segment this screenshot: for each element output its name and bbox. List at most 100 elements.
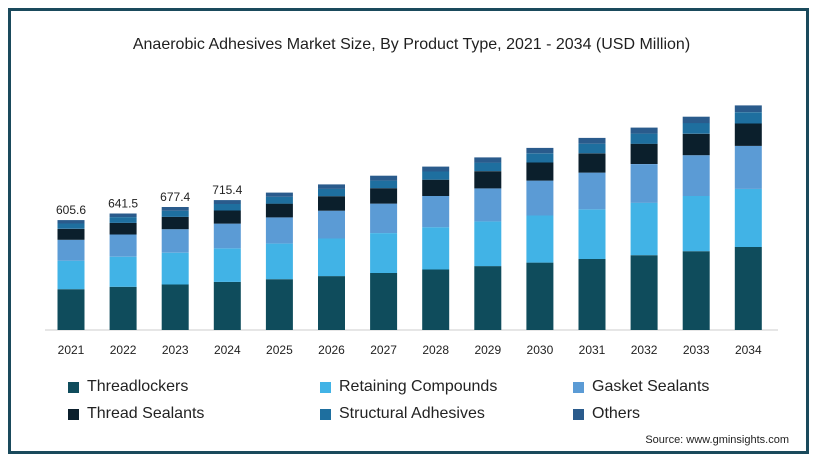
x-tick-label: 2022 xyxy=(110,343,137,357)
bar-structural-adhesives-2028 xyxy=(422,171,450,180)
bar-structural-adhesives-2023 xyxy=(161,210,189,217)
legend-item-thread-sealants: Thread Sealants xyxy=(68,405,204,423)
legend-swatch xyxy=(573,381,584,393)
legend-item-others: Others xyxy=(573,405,640,423)
bar-retaining-compounds-2021 xyxy=(57,260,85,290)
bar-gasket-sealants-2031 xyxy=(578,172,606,210)
x-tick-label: 2033 xyxy=(683,343,710,357)
chart-title: Anaerobic Adhesives Market Size, By Prod… xyxy=(132,36,691,53)
bar-thread-sealants-2024 xyxy=(213,210,241,224)
bar-gasket-sealants-2026 xyxy=(318,210,345,239)
x-tick-label: 2034 xyxy=(735,343,762,357)
bar-gasket-sealants-2028 xyxy=(422,196,450,228)
bar-threadlockers-2024 xyxy=(213,281,241,330)
bar-gasket-sealants-2029 xyxy=(474,188,502,222)
x-tick-label: 2021 xyxy=(58,343,85,357)
legend-label: Retaining Compounds xyxy=(339,378,498,395)
bar-others-2021 xyxy=(57,220,85,224)
x-tick-label: 2027 xyxy=(370,343,397,357)
bar-gasket-sealants-2023 xyxy=(161,229,189,253)
bar-others-2023 xyxy=(161,207,189,211)
bar-structural-adhesives-2031 xyxy=(578,143,606,154)
x-tick-label: 2028 xyxy=(422,343,449,357)
bar-thread-sealants-2027 xyxy=(370,188,398,204)
bar-gasket-sealants-2032 xyxy=(630,164,658,203)
bar-threadlockers-2032 xyxy=(630,255,658,330)
bar-thread-sealants-2021 xyxy=(57,228,85,240)
bar-threadlockers-2027 xyxy=(370,273,398,330)
total-label: 715.4 xyxy=(212,183,242,197)
bar-threadlockers-2026 xyxy=(318,276,345,330)
legend-item-retaining-compounds: Retaining Compounds xyxy=(320,378,497,396)
bar-others-2033 xyxy=(682,116,710,124)
legend-item-structural-adhesives: Structural Adhesives xyxy=(320,405,485,423)
bar-gasket-sealants-2021 xyxy=(57,239,85,261)
legend-swatch xyxy=(320,381,331,393)
bar-groups xyxy=(57,105,762,330)
bar-threadlockers-2023 xyxy=(161,284,189,330)
bar-structural-adhesives-2025 xyxy=(265,196,293,204)
bar-structural-adhesives-2026 xyxy=(318,188,345,197)
bar-threadlockers-2030 xyxy=(526,262,554,330)
bar-retaining-compounds-2027 xyxy=(370,233,398,273)
bar-others-2025 xyxy=(265,192,293,197)
bar-gasket-sealants-2034 xyxy=(734,145,762,189)
legend-label: Structural Adhesives xyxy=(339,405,485,422)
bar-gasket-sealants-2022 xyxy=(109,234,137,257)
bar-thread-sealants-2033 xyxy=(682,133,710,156)
bar-retaining-compounds-2024 xyxy=(213,248,241,282)
bar-threadlockers-2021 xyxy=(57,289,85,330)
bar-others-2029 xyxy=(474,157,502,163)
bar-threadlockers-2033 xyxy=(682,251,710,330)
legend-swatch xyxy=(68,381,79,393)
bar-structural-adhesives-2029 xyxy=(474,162,502,172)
x-tick-label: 2031 xyxy=(579,343,606,357)
bar-others-2027 xyxy=(370,175,398,181)
source-note: Source: www.gminsights.com xyxy=(645,434,789,446)
bar-thread-sealants-2026 xyxy=(318,196,345,211)
bar-retaining-compounds-2029 xyxy=(474,221,502,267)
legend-label: Gasket Sealants xyxy=(592,378,710,395)
bar-others-2022 xyxy=(109,213,137,217)
legend-item-gasket-sealants: Gasket Sealants xyxy=(573,378,709,396)
x-tick-labels: 2021 2022 2023 2024 2025 2026 2027 2028 2029 2030… xyxy=(58,343,762,357)
bar-structural-adhesives-2032 xyxy=(630,133,658,144)
bar-thread-sealants-2034 xyxy=(734,123,762,146)
bar-threadlockers-2029 xyxy=(474,266,502,330)
bar-retaining-compounds-2028 xyxy=(422,227,450,270)
bar-gasket-sealants-2030 xyxy=(526,180,554,216)
bar-others-2024 xyxy=(213,200,241,204)
bar-threadlockers-2031 xyxy=(578,259,606,330)
bar-thread-sealants-2031 xyxy=(578,153,606,173)
bar-structural-adhesives-2030 xyxy=(526,153,554,163)
bar-structural-adhesives-2021 xyxy=(57,223,85,229)
x-tick-label: 2025 xyxy=(266,343,293,357)
bar-structural-adhesives-2022 xyxy=(109,217,137,223)
bar-retaining-compounds-2022 xyxy=(109,256,137,287)
total-label: 605.6 xyxy=(56,203,86,217)
x-tick-label: 2026 xyxy=(318,343,345,357)
bar-retaining-compounds-2026 xyxy=(318,238,345,277)
bar-gasket-sealants-2025 xyxy=(265,217,293,244)
bar-retaining-compounds-2031 xyxy=(578,209,606,259)
bar-others-2031 xyxy=(578,137,606,144)
legend-item-threadlockers: Threadlockers xyxy=(68,378,188,396)
bar-thread-sealants-2030 xyxy=(526,162,554,181)
bar-others-2028 xyxy=(422,166,450,172)
bar-retaining-compounds-2030 xyxy=(526,215,554,263)
bar-retaining-compounds-2025 xyxy=(265,243,293,280)
bar-thread-sealants-2023 xyxy=(161,216,189,230)
total-label: 641.5 xyxy=(108,197,138,211)
legend-label: Thread Sealants xyxy=(87,405,205,422)
bar-structural-adhesives-2024 xyxy=(213,204,241,211)
bar-thread-sealants-2029 xyxy=(474,171,502,189)
x-tick-label: 2029 xyxy=(474,343,501,357)
x-tick-label: 2023 xyxy=(162,343,189,357)
bar-threadlockers-2025 xyxy=(265,279,293,330)
total-labels: 605.6 641.5 677.4 715.4 xyxy=(56,183,243,217)
x-tick-label: 2032 xyxy=(631,343,658,357)
bar-structural-adhesives-2033 xyxy=(682,123,710,134)
bar-others-2032 xyxy=(630,127,658,134)
legend-label: Threadlockers xyxy=(87,378,189,395)
bar-others-2034 xyxy=(734,105,762,113)
